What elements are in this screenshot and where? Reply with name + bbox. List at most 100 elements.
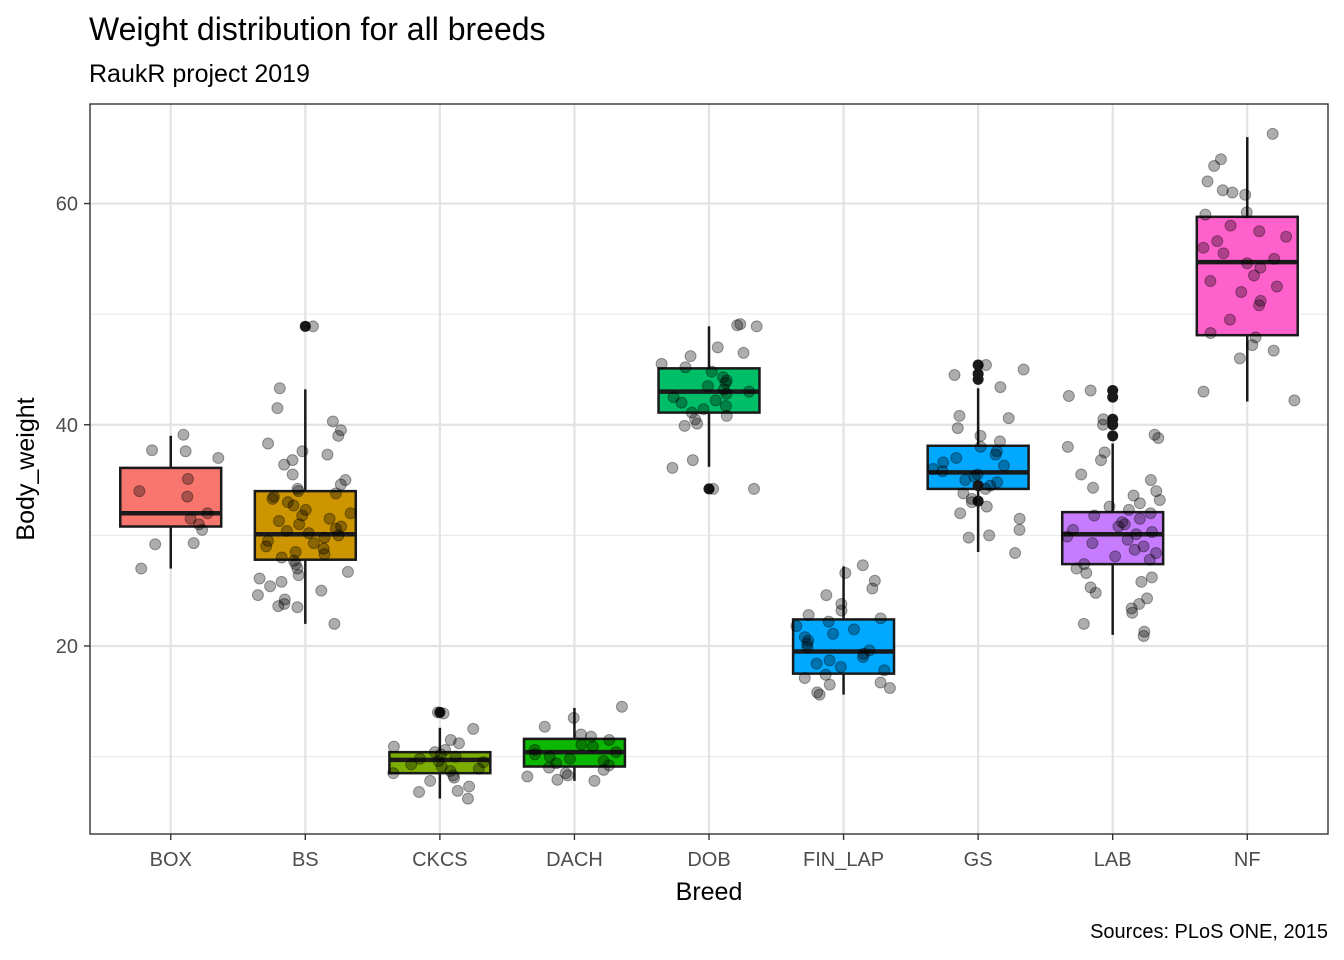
data-point (201, 507, 214, 520)
data-point (686, 454, 699, 467)
data-point (318, 548, 331, 561)
data-point (1216, 184, 1229, 197)
data-point (983, 529, 996, 542)
outlier-point (972, 495, 984, 507)
data-point (705, 365, 718, 378)
points-box (133, 428, 225, 575)
x-tick-label: BS (292, 849, 319, 871)
data-point (689, 413, 702, 426)
data-point (278, 597, 291, 610)
data-point (1149, 547, 1162, 560)
data-point (883, 682, 896, 694)
data-point (181, 490, 194, 503)
data-point (1241, 257, 1254, 270)
data-point (743, 385, 756, 398)
data-point (543, 761, 556, 774)
data-point (874, 676, 887, 689)
data-point (834, 660, 847, 673)
data-point (575, 738, 588, 751)
data-point (979, 359, 992, 372)
data-point (957, 487, 970, 500)
data-point (449, 750, 462, 763)
data-point (731, 319, 744, 332)
data-point (697, 403, 710, 416)
data-point (675, 396, 688, 409)
data-point (431, 706, 444, 719)
outlier-point (972, 359, 984, 371)
outlier-point (1107, 391, 1119, 403)
data-point (1148, 428, 1161, 441)
data-point (1070, 562, 1083, 575)
data-point (948, 368, 961, 381)
data-point (326, 415, 339, 428)
data-point (281, 496, 294, 509)
data-point (811, 686, 824, 699)
data-point (1121, 533, 1134, 546)
data-point (477, 756, 490, 769)
data-point (1097, 413, 1110, 426)
data-point (993, 435, 1006, 448)
data-point (597, 755, 610, 767)
data-point (181, 472, 194, 485)
data-point (603, 759, 616, 772)
data-point (835, 597, 848, 610)
data-point (293, 518, 306, 531)
data-point (289, 545, 302, 558)
data-point (1223, 313, 1236, 326)
data-point (655, 357, 668, 370)
data-point (1122, 503, 1135, 516)
data-point (585, 730, 598, 743)
box-series (119, 137, 1299, 799)
data-point (444, 764, 457, 777)
box-iqr (1060, 510, 1165, 566)
data-point (1077, 617, 1090, 630)
data-point (329, 487, 342, 500)
data-point (720, 374, 733, 387)
data-point (439, 743, 452, 756)
data-point (332, 529, 345, 542)
data-point (866, 582, 879, 595)
data-point (315, 584, 328, 597)
data-point (272, 600, 285, 613)
data-point (387, 767, 400, 780)
y-tick-label: 60 (56, 194, 78, 216)
data-point (827, 627, 840, 640)
data-point (296, 509, 309, 522)
data-point (937, 456, 950, 469)
data-point (575, 728, 588, 741)
data-point (615, 700, 628, 713)
data-point (820, 589, 833, 602)
data-point (447, 769, 460, 782)
data-point (720, 409, 733, 422)
data-point (984, 479, 997, 492)
data-point (1280, 230, 1293, 243)
data-point (288, 554, 301, 567)
chart-caption: Sources: PLoS ONE, 2015 (1090, 921, 1328, 943)
data-point (559, 767, 572, 780)
data-point (962, 531, 975, 544)
data-point (863, 644, 876, 657)
x-tick-label: FIN_LAP (803, 849, 884, 871)
data-point (1061, 440, 1074, 453)
outlier-point (1107, 430, 1119, 442)
box-ckcs (388, 706, 492, 799)
data-point (472, 762, 485, 775)
data-point (1247, 269, 1260, 282)
data-point (1089, 586, 1102, 599)
data-point (563, 752, 576, 765)
chart-subtitle: RaukR project 2019 (89, 60, 310, 88)
data-point (448, 771, 461, 784)
data-point (1009, 547, 1022, 560)
data-point (974, 429, 987, 442)
data-point (802, 634, 815, 647)
data-point (953, 409, 966, 422)
data-point (823, 654, 836, 667)
data-point (550, 757, 563, 770)
data-point (146, 444, 159, 457)
y-axis-title: Body_weight (12, 397, 40, 540)
data-point (296, 445, 309, 458)
data-point (847, 623, 860, 636)
data-point (1133, 512, 1146, 525)
data-point (597, 763, 610, 776)
jitter-points (133, 127, 1301, 805)
